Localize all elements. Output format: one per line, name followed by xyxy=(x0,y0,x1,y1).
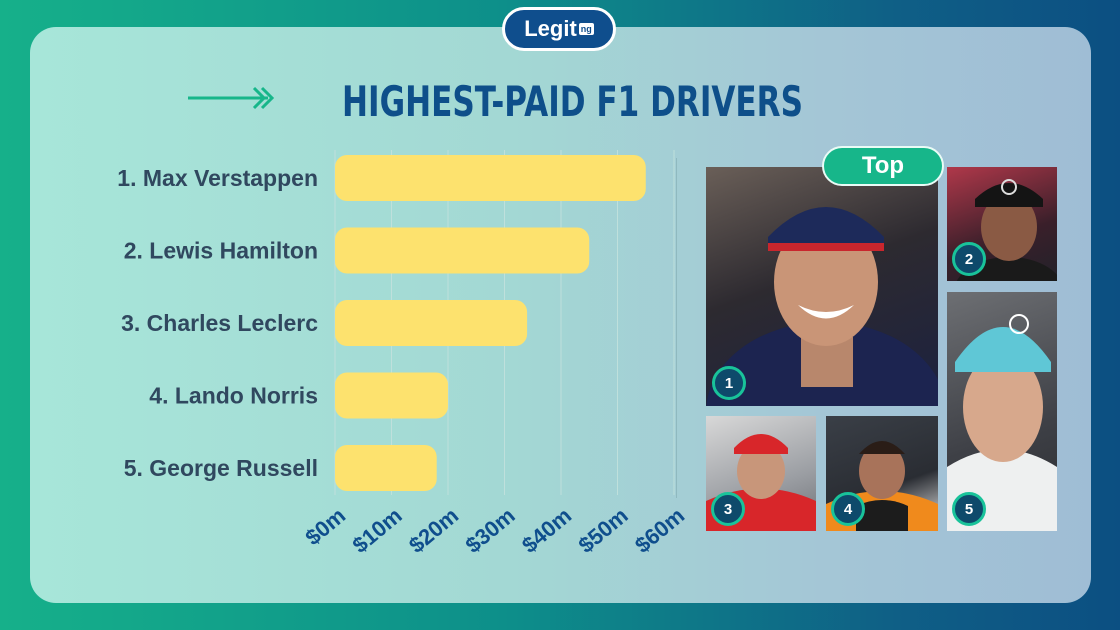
rank-badge-1: 1 xyxy=(712,366,746,400)
logo-suffix: ng xyxy=(578,23,594,35)
tick-label: $10m xyxy=(348,503,407,558)
category-label: 5. George Russell xyxy=(124,455,318,481)
bar-chart: 1. Max Verstappen 2. Lewis Hamilton 3. Cha… xyxy=(117,150,689,558)
bar xyxy=(335,155,646,201)
driver-photo-1: 1 xyxy=(706,167,938,406)
top-label: Top xyxy=(822,146,944,186)
legit-logo: Legit ng xyxy=(502,7,616,51)
bar xyxy=(335,227,590,274)
driver-photo-5: 5 xyxy=(947,292,1057,531)
rank-badge-2: 2 xyxy=(952,242,986,276)
category-label: 2. Lewis Hamilton xyxy=(124,238,318,264)
driver-portrait-5 xyxy=(947,314,1057,531)
category-label: 3. Charles Leclerc xyxy=(121,310,318,336)
tick-label: $20m xyxy=(404,503,463,558)
rank-badge-3: 3 xyxy=(711,492,745,526)
bar xyxy=(335,445,437,491)
tick-label: $40m xyxy=(517,503,576,558)
category-label: 4. Lando Norris xyxy=(149,383,318,409)
bar xyxy=(335,372,448,419)
driver-portrait-1 xyxy=(706,207,938,406)
rank-badge-4: 4 xyxy=(831,492,865,526)
category-label: 1. Max Verstappen xyxy=(117,165,318,191)
logo-text: Legit xyxy=(524,16,577,41)
rank-badge-5: 5 xyxy=(952,492,986,526)
driver-photo-4: 4 xyxy=(826,416,938,531)
tick-label: $60m xyxy=(630,503,689,558)
tick-label: $0m xyxy=(300,503,350,550)
divider xyxy=(676,158,677,498)
arrow-icon xyxy=(188,86,275,110)
driver-photo-2: 2 xyxy=(947,167,1057,281)
tick-label: $30m xyxy=(461,503,520,558)
page-title: HIGHEST-PAID F1 DRIVERS xyxy=(342,77,803,126)
bar xyxy=(335,300,528,346)
tick-label: $50m xyxy=(574,503,633,558)
driver-photo-3: 3 xyxy=(706,416,816,531)
